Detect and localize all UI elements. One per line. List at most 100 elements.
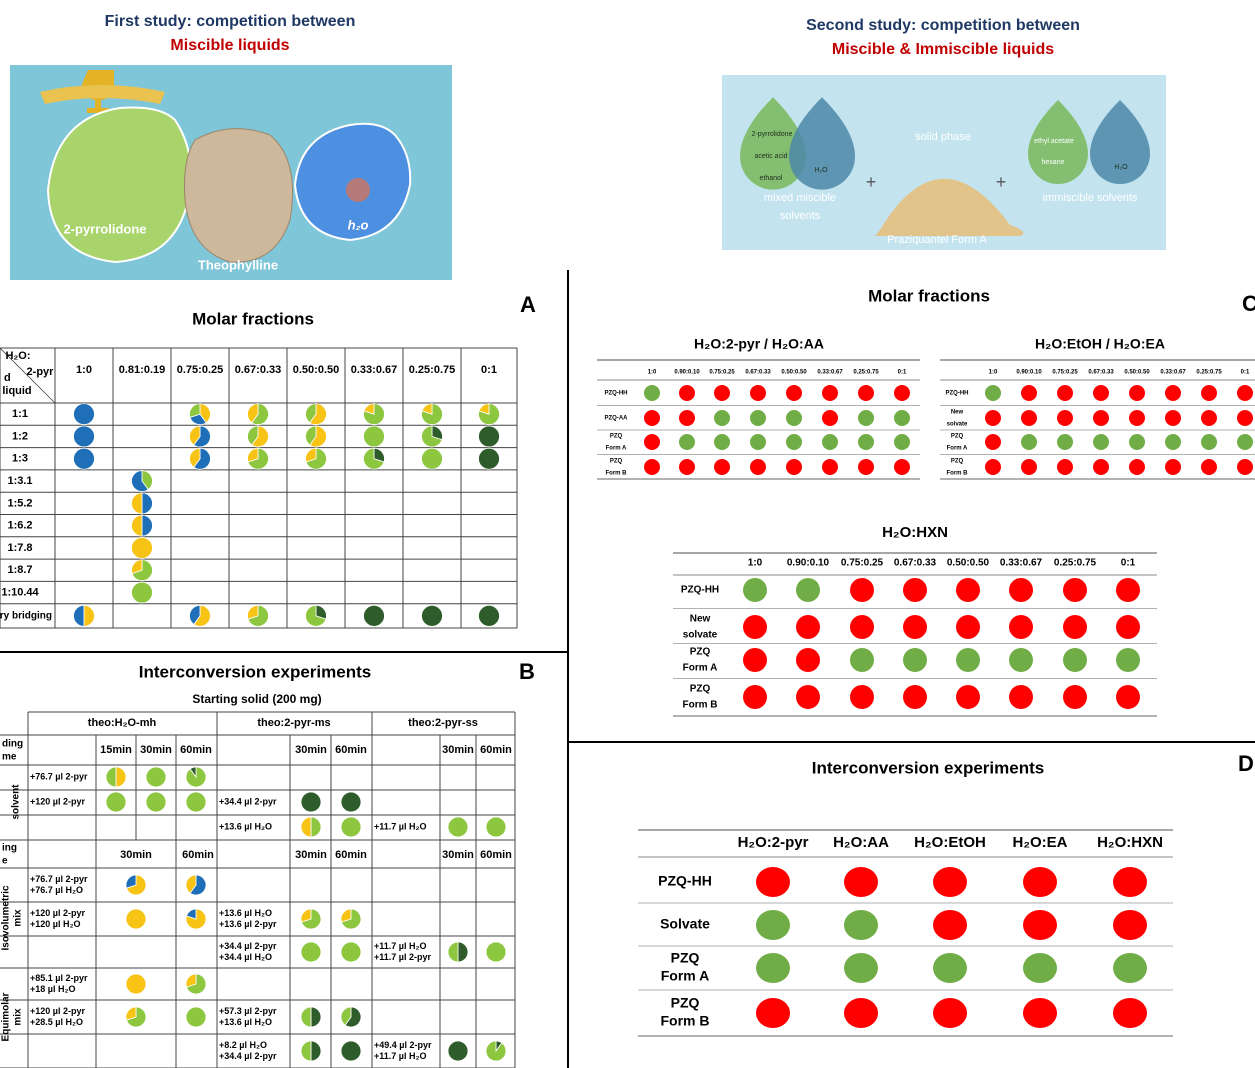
label: 15min bbox=[100, 744, 132, 756]
column-header: 0.67:0.33 bbox=[745, 370, 771, 376]
result-dot bbox=[679, 434, 695, 450]
result-dot bbox=[1063, 615, 1087, 639]
result-dot bbox=[1116, 685, 1140, 709]
result-dot bbox=[1201, 434, 1217, 450]
result-dot bbox=[1093, 410, 1109, 426]
label: 2-pyr bbox=[27, 366, 55, 378]
result-dot bbox=[1063, 578, 1087, 602]
pie-slice bbox=[193, 425, 211, 448]
pie-slice bbox=[141, 492, 153, 515]
result-dot bbox=[1237, 434, 1253, 450]
result-dot bbox=[1116, 615, 1140, 639]
panel-letter: D bbox=[1238, 751, 1254, 776]
result-dot bbox=[1113, 910, 1147, 940]
cell-text: +13.6 µl H₂O bbox=[219, 821, 272, 831]
result-dot bbox=[1237, 410, 1253, 426]
pie-slice bbox=[131, 492, 143, 515]
cell-text: +13.6 µl 2-pyr bbox=[219, 919, 277, 929]
row-header: 1:1 bbox=[12, 408, 28, 420]
result-dot bbox=[1093, 385, 1109, 401]
pie-slice bbox=[421, 403, 433, 415]
label: 30min bbox=[140, 744, 172, 756]
result-dot bbox=[796, 648, 820, 672]
result-dot bbox=[679, 459, 695, 475]
label: hexane bbox=[1042, 159, 1065, 166]
pie bbox=[485, 816, 507, 838]
cell-text: +11.7 µl 2-pyr bbox=[374, 952, 431, 962]
cell-text: +34.4 µl 2-pyr bbox=[219, 1051, 277, 1061]
row-header: Form A bbox=[606, 446, 627, 452]
result-dot bbox=[1021, 385, 1037, 401]
result-dot bbox=[714, 459, 730, 475]
column-header: 0.75:0.25 bbox=[709, 370, 735, 376]
cell-text: +28.5 µl H₂O bbox=[30, 1017, 83, 1027]
panel-letter: A bbox=[520, 292, 536, 317]
column-header: 0.81:0.19 bbox=[119, 364, 165, 376]
row-header: PZQ bbox=[951, 459, 964, 465]
column-header: 0.67:0.33 bbox=[1088, 370, 1114, 376]
result-dot bbox=[743, 615, 767, 639]
pie-slice bbox=[305, 403, 317, 424]
result-dot bbox=[786, 410, 802, 426]
result-dot bbox=[1009, 578, 1033, 602]
label: mix bbox=[13, 1008, 24, 1026]
result-dot bbox=[1063, 648, 1087, 672]
column-header: 0.50:0.50 bbox=[1124, 370, 1150, 376]
pie-slice bbox=[83, 604, 95, 627]
pie-slice bbox=[189, 766, 197, 779]
plus: + bbox=[996, 172, 1007, 192]
row-header: New bbox=[690, 614, 711, 625]
pie-slice bbox=[125, 1006, 137, 1021]
result-dot bbox=[750, 434, 766, 450]
result-dot bbox=[679, 410, 695, 426]
pie bbox=[485, 941, 507, 963]
pie bbox=[447, 816, 469, 838]
pie bbox=[185, 1006, 207, 1028]
pie-slice bbox=[185, 874, 197, 894]
drop bbox=[1090, 100, 1150, 184]
row-header: PZQ-HH bbox=[605, 391, 628, 397]
plus: + bbox=[866, 172, 877, 192]
result-dot bbox=[1063, 685, 1087, 709]
column-header: 0.33:0.67 bbox=[1160, 370, 1186, 376]
pie bbox=[421, 447, 443, 470]
label: 60min bbox=[180, 744, 212, 756]
pie bbox=[125, 973, 147, 995]
result-dot bbox=[850, 578, 874, 602]
result-dot bbox=[985, 410, 1001, 426]
column-header: 0.75:0.25 bbox=[177, 364, 223, 376]
pie-slice bbox=[305, 425, 317, 446]
result-dot bbox=[985, 459, 1001, 475]
column-header: 0.67:0.33 bbox=[894, 558, 937, 569]
label: mixed miscible bbox=[764, 192, 836, 204]
result-dot bbox=[1165, 410, 1181, 426]
row-header: PZQ bbox=[610, 459, 623, 465]
pie-slice bbox=[457, 941, 469, 963]
cell-text: +76.7 µl 2-pyr bbox=[30, 771, 88, 781]
result-dot bbox=[894, 385, 910, 401]
row-header: Form B bbox=[683, 700, 718, 711]
result-dot bbox=[844, 910, 878, 940]
result-dot bbox=[903, 685, 927, 709]
table-title: H₂O:HXN bbox=[882, 524, 948, 541]
pie-slice bbox=[189, 874, 207, 896]
result-dot bbox=[858, 434, 874, 450]
result-dot bbox=[786, 434, 802, 450]
column-header: 0.25:0.75 bbox=[409, 364, 455, 376]
panel-letter: B bbox=[519, 659, 535, 684]
pie-slice bbox=[340, 908, 352, 923]
result-dot bbox=[1023, 953, 1057, 983]
label: e bbox=[2, 856, 8, 867]
cell-text: +49.4 µl 2-pyr bbox=[374, 1040, 432, 1050]
label: solvent bbox=[11, 784, 22, 820]
cell-text: +18 µl H₂O bbox=[30, 984, 75, 994]
row-header: PZQ-HH bbox=[681, 585, 719, 596]
label: immiscible solvents bbox=[1043, 192, 1138, 204]
result-dot bbox=[743, 648, 767, 672]
result-dot bbox=[956, 615, 980, 639]
pie-slice bbox=[310, 1040, 322, 1062]
column-header: 0.25:0.75 bbox=[853, 370, 879, 376]
result-dot bbox=[1201, 410, 1217, 426]
table-title: H₂O:2-pyr / H₂O:AA bbox=[694, 336, 824, 352]
result-dot bbox=[714, 385, 730, 401]
